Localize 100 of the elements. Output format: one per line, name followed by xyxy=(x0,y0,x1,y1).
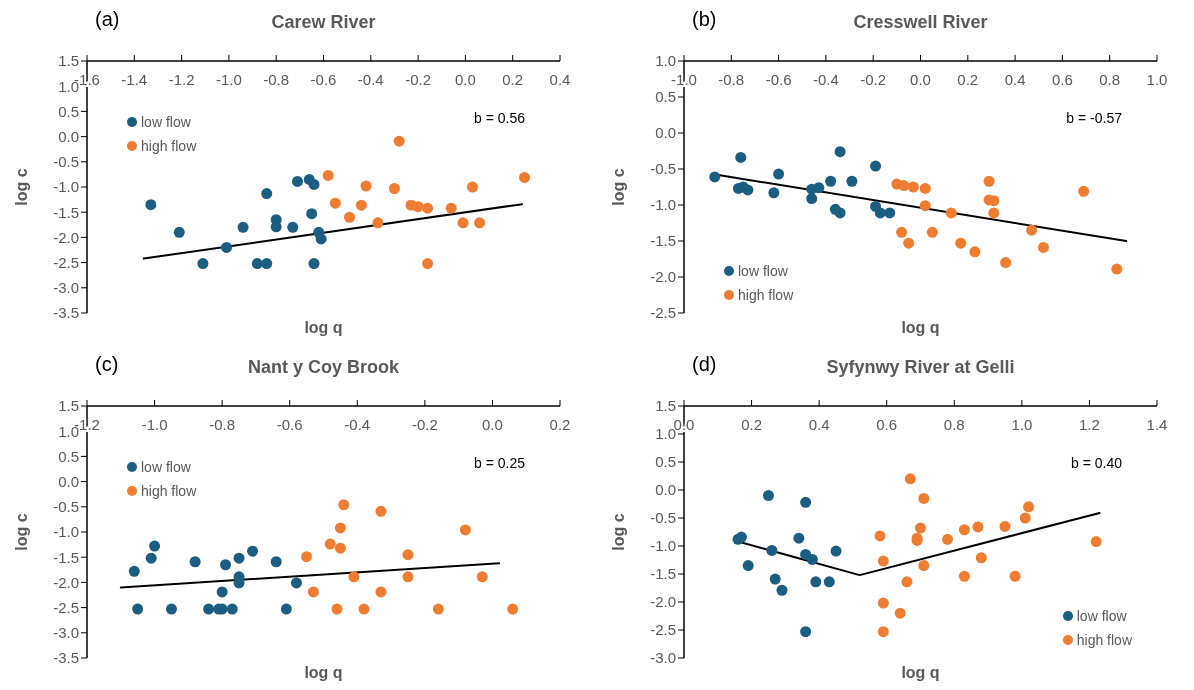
y-tick-label: -3.5 xyxy=(53,304,79,322)
point xyxy=(216,586,228,598)
point xyxy=(896,226,908,238)
point xyxy=(322,169,334,181)
y-axis-title: log c xyxy=(609,513,627,551)
point xyxy=(432,603,444,615)
point xyxy=(901,576,913,588)
point xyxy=(958,524,970,536)
x-tick-label: 0.8 xyxy=(943,416,965,433)
y-tick-label: -0.5 xyxy=(650,160,676,178)
x-tick-label: 0.0 xyxy=(454,71,476,88)
point xyxy=(358,603,370,615)
point xyxy=(904,473,916,485)
point xyxy=(467,181,478,193)
x-tick-label: 1.2 xyxy=(1079,416,1100,433)
point xyxy=(768,187,780,199)
chart-title: Syfynwy River at Gelli xyxy=(826,357,1015,377)
x-tick-label: -1.4 xyxy=(121,71,148,88)
point xyxy=(270,556,282,568)
point xyxy=(999,520,1011,532)
text: (a) xyxy=(95,8,120,31)
point xyxy=(1000,257,1012,269)
point xyxy=(884,207,896,219)
point xyxy=(834,146,846,158)
x-tick-label: 0.2 xyxy=(741,416,762,433)
y-tick-label: 0.0 xyxy=(58,127,79,145)
point xyxy=(261,258,273,270)
point xyxy=(261,188,273,200)
y-tick-label: -3.0 xyxy=(53,624,79,642)
x-axis-title: log q xyxy=(900,319,941,337)
point xyxy=(308,178,320,190)
y-tick-label: 0.5 xyxy=(655,88,676,106)
annotation: b = 0.25 xyxy=(474,455,525,471)
point xyxy=(308,258,320,270)
y-tick-label: -1.0 xyxy=(650,196,676,214)
x-tick-label: 0.0 xyxy=(910,71,931,88)
y-tick-label: -1.0 xyxy=(53,523,79,541)
point xyxy=(742,184,754,196)
point xyxy=(149,540,161,552)
y-tick-label: -3.5 xyxy=(53,649,79,667)
point xyxy=(766,544,778,556)
y-tick-label: -2.5 xyxy=(53,598,79,616)
y-axis-title: log c xyxy=(12,168,30,206)
y-tick-label: -2.5 xyxy=(650,621,676,639)
point xyxy=(402,571,414,583)
point xyxy=(189,556,201,568)
y-tick-label: 1.0 xyxy=(655,52,676,70)
y-tick-label: -1.0 xyxy=(650,537,676,555)
x-tick-label: -0.4 xyxy=(812,71,839,88)
point xyxy=(919,182,931,194)
point xyxy=(233,552,245,564)
point xyxy=(709,171,721,183)
point xyxy=(776,584,788,596)
y-tick-label: 0.0 xyxy=(58,472,79,490)
point xyxy=(459,524,471,536)
point xyxy=(334,542,346,554)
point xyxy=(975,552,987,564)
x-tick-label: 0.0 xyxy=(482,416,503,433)
y-tick-label: -1.5 xyxy=(650,232,676,250)
point xyxy=(315,233,327,245)
legend-label: low flow xyxy=(140,458,192,477)
annotation: b = 0.56 xyxy=(474,110,525,126)
point xyxy=(813,182,825,194)
y-axis-title: log c xyxy=(609,168,627,206)
point xyxy=(445,202,457,214)
point xyxy=(823,576,835,588)
point xyxy=(942,533,954,545)
legend-label: low flow xyxy=(1075,607,1128,626)
point xyxy=(402,549,414,561)
point xyxy=(810,576,822,588)
point xyxy=(969,246,981,258)
point xyxy=(918,492,930,504)
point xyxy=(894,607,906,619)
point xyxy=(287,221,299,233)
point xyxy=(145,552,157,564)
point xyxy=(825,175,837,187)
point xyxy=(388,183,400,195)
point xyxy=(762,490,774,502)
point xyxy=(903,237,915,249)
point xyxy=(344,211,356,223)
y-tick-label: 0.0 xyxy=(655,481,676,499)
point xyxy=(915,522,926,534)
x-tick-label: -0.8 xyxy=(718,71,745,88)
point xyxy=(742,560,754,572)
annotation: b = -0.57 xyxy=(1066,110,1122,126)
point xyxy=(375,586,387,598)
legend-label: low flow xyxy=(140,113,192,132)
x-tick-label: 0.2 xyxy=(957,71,979,88)
x-tick-label: 1.0 xyxy=(1146,71,1168,88)
x-tick-label: -0.4 xyxy=(357,71,384,88)
x-tick-label: 0.4 xyxy=(808,416,830,433)
point xyxy=(1037,241,1049,253)
y-tick-label: 0.5 xyxy=(655,453,676,471)
point xyxy=(793,532,805,544)
point xyxy=(372,217,384,229)
point xyxy=(735,151,747,163)
point xyxy=(988,207,1000,219)
point xyxy=(519,171,531,183)
point xyxy=(800,496,812,508)
text: (d) xyxy=(692,353,717,376)
